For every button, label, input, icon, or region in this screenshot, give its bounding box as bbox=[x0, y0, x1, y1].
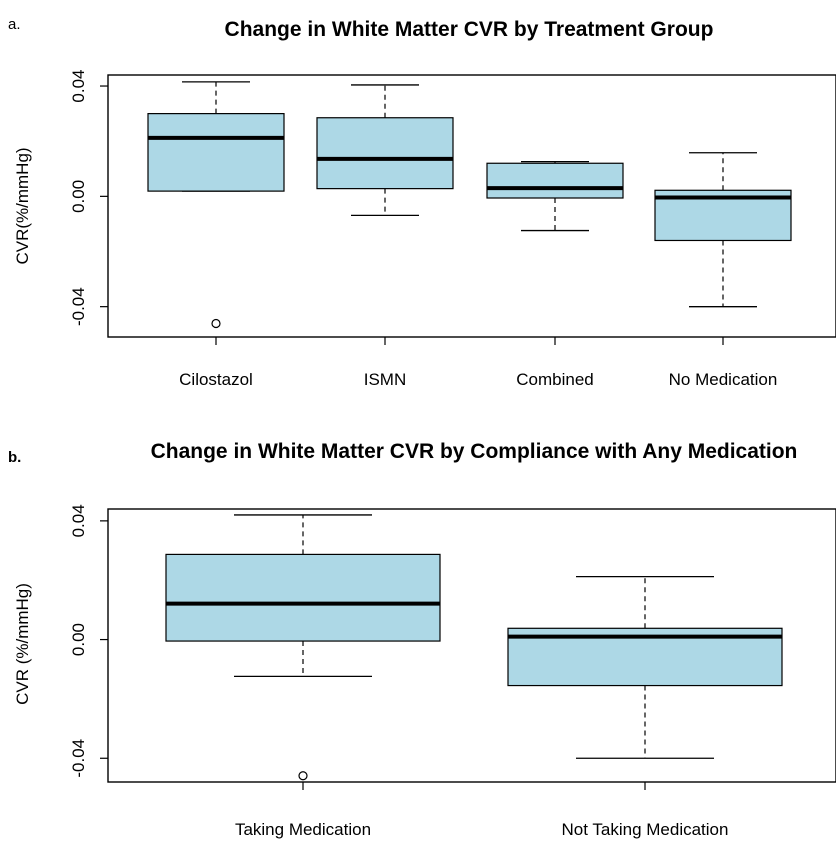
chart-a-y-tick-label: -0.04 bbox=[69, 287, 88, 326]
chart-b-marks: -0.04 0.00 0.04 Taking Medication Not Taking… bbox=[69, 504, 783, 839]
chart-a-title: Change in White Matter CVR by Treatment … bbox=[225, 18, 714, 41]
chart-b-box-body bbox=[165, 553, 441, 642]
chart-b-box-1: Not Taking Medication bbox=[507, 576, 783, 839]
panel-b-label: b. bbox=[8, 449, 21, 466]
chart-a-box-body bbox=[486, 162, 624, 199]
panel-a-label: a. bbox=[8, 16, 21, 33]
chart-a-box-2: Combined bbox=[486, 160, 624, 389]
chart-b-y-tick-label: 0.00 bbox=[69, 623, 88, 656]
chart-a-category-label: No Medication bbox=[669, 370, 778, 389]
chart-a-category-label: ISMN bbox=[364, 370, 407, 389]
chart-a-box-body bbox=[147, 113, 285, 192]
chart-a-box-body bbox=[316, 117, 454, 190]
chart-b-y-tick-label: -0.04 bbox=[69, 739, 88, 778]
chart-a-box-3: No Medication bbox=[654, 152, 792, 389]
chart-a-plot-frame bbox=[107, 74, 836, 338]
chart-b-box-0: Taking Medication bbox=[165, 514, 441, 839]
chart-b-y-tick-label: 0.04 bbox=[69, 504, 88, 537]
chart-a-box-1: ISMN bbox=[316, 84, 454, 389]
chart-b-y-axis-title: CVR (%/mmHg) bbox=[13, 583, 32, 705]
panel-a: a. Change in White Matter CVR by Treatme… bbox=[8, 16, 836, 389]
panel-b: b. Change in White Matter CVR by Complia… bbox=[8, 440, 836, 839]
chart-a-category-label: Combined bbox=[516, 370, 594, 389]
chart-b-category-label: Not Taking Medication bbox=[562, 820, 729, 839]
chart-a-y-tick-label: 0.04 bbox=[69, 69, 88, 102]
chart-a-y-axis-title: CVR(%/mmHg) bbox=[13, 147, 32, 264]
chart-a-y-tick-label: 0.00 bbox=[69, 180, 88, 213]
chart-b-outlier-point bbox=[298, 771, 308, 781]
chart-a-category-label: Cilostazol bbox=[179, 370, 253, 389]
chart-a-outlier-point bbox=[211, 318, 221, 329]
chart-a-marks: -0.04 0.00 0.04 Cilostazol ISMN Combined No Me… bbox=[69, 69, 792, 389]
chart-a-box-0: Cilostazol bbox=[147, 81, 285, 389]
chart-b-plot-frame bbox=[107, 508, 836, 783]
chart-b-title: Change in White Matter CVR by Compliance… bbox=[151, 440, 798, 463]
chart-b-category-label: Taking Medication bbox=[235, 820, 371, 839]
